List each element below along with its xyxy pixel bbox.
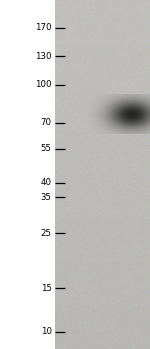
Text: 100: 100 (35, 80, 52, 89)
Text: 40: 40 (41, 178, 52, 187)
Text: 70: 70 (41, 118, 52, 127)
Text: 35: 35 (41, 193, 52, 202)
Text: 55: 55 (41, 144, 52, 153)
Text: 170: 170 (35, 23, 52, 32)
Text: 10: 10 (41, 327, 52, 336)
Text: 15: 15 (41, 284, 52, 292)
Text: 25: 25 (41, 229, 52, 238)
Text: 130: 130 (35, 52, 52, 61)
